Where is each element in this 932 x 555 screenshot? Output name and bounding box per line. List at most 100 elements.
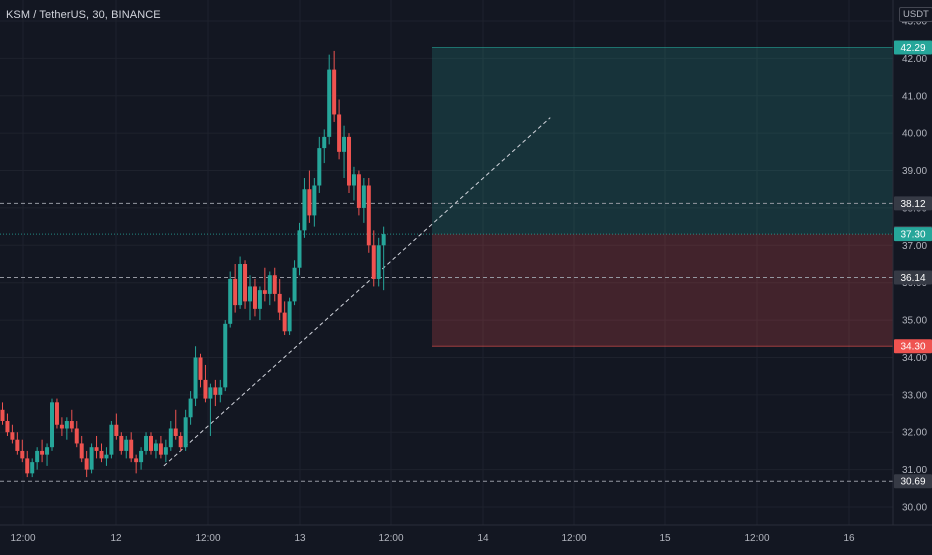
candle-body [302, 189, 307, 231]
candle-bullish [144, 432, 149, 455]
time-tick-label: 12:00 [744, 533, 769, 544]
candle-bearish [94, 435, 99, 459]
candle-body [35, 450, 40, 463]
grid [0, 0, 893, 525]
time-axis-ticks: 12:00 12 12:00 13 12:00 14 12:00 15 12:00 16 [10, 533, 855, 544]
price-label-text: 38.12 [900, 199, 925, 210]
profit-zone[interactable] [432, 47, 893, 235]
candle-bearish [59, 417, 64, 436]
candle-body [94, 447, 99, 451]
candle-body [208, 387, 213, 399]
trend-line[interactable] [163, 117, 551, 467]
candle-bearish [178, 432, 183, 451]
candle-body [25, 458, 30, 474]
price-label-box [894, 339, 932, 354]
candle-body [287, 301, 292, 332]
candle-bearish [307, 170, 312, 223]
candle-body [337, 114, 342, 152]
candle-bullish [193, 346, 198, 407]
candle-bullish [35, 447, 40, 470]
price-tick-label: 35.00 [902, 316, 927, 327]
candle-body [218, 387, 223, 395]
price-label-box [894, 196, 932, 211]
candle-body [267, 275, 272, 294]
candle-bearish [114, 413, 119, 440]
symbol-title[interactable]: KSM / TetherUS, 30, BINANCE [6, 9, 161, 21]
candle-bearish [173, 409, 178, 440]
candle-body [332, 69, 337, 115]
candle-bullish [376, 237, 381, 287]
candle-bullish [327, 54, 332, 145]
candle-bearish [198, 353, 203, 388]
price-tick-label: 31.00 [902, 465, 927, 476]
candle-body [89, 447, 94, 470]
candle-bearish [10, 424, 15, 444]
price-axis-panel[interactable] [893, 0, 932, 525]
price-tick-label: 39.00 [902, 166, 927, 177]
candle-bullish [139, 447, 144, 470]
time-tick-label: 14 [477, 533, 489, 544]
candle-bullish [361, 178, 366, 223]
candle-body [104, 454, 109, 459]
candle-bullish [104, 447, 109, 466]
candle-bearish [5, 413, 10, 436]
candle-bullish [238, 256, 243, 309]
candle-body [5, 421, 10, 433]
price-tick-label: 42.00 [902, 54, 927, 65]
candle-body [15, 439, 20, 451]
candle-body [307, 189, 312, 216]
candle-body [79, 443, 84, 459]
candle-bullish [64, 417, 69, 440]
time-tick-label: 12:00 [195, 533, 220, 544]
candle-body [188, 398, 193, 418]
currency-badge[interactable]: USDT [899, 7, 932, 22]
candle-bullish [45, 443, 50, 466]
candle-bullish [109, 421, 114, 459]
price-label-text: 42.29 [900, 43, 925, 54]
candle-bearish [371, 230, 376, 287]
candle-body [40, 450, 45, 455]
candle-body [366, 185, 371, 246]
candle-body [203, 379, 208, 399]
candle-bullish [188, 391, 193, 425]
candle-bearish [272, 267, 277, 302]
loss-zone[interactable] [432, 234, 893, 347]
time-axis-panel[interactable] [0, 525, 932, 550]
candle-bearish [69, 409, 74, 433]
horizontal-levels[interactable] [0, 202, 893, 482]
candle-body [163, 447, 168, 455]
price-label-text: 34.30 [900, 342, 925, 353]
candles [0, 50, 386, 478]
candle-body [144, 435, 149, 451]
candle-body [322, 136, 327, 149]
candle-bearish [119, 432, 124, 455]
candle-bullish [228, 271, 233, 328]
candle-bearish [213, 379, 218, 407]
candle-body [282, 312, 287, 332]
candle-body [317, 148, 322, 186]
candle-body [54, 402, 59, 425]
candle-body [243, 264, 248, 302]
candle-body [119, 435, 124, 451]
candle-bearish [347, 133, 351, 193]
trendline[interactable] [163, 117, 551, 467]
candle-bullish [302, 178, 307, 238]
candle-bullish [287, 297, 292, 336]
candle-body [347, 136, 351, 186]
candle-bearish [233, 264, 238, 313]
position-zones[interactable] [0, 47, 893, 347]
price-label-text: 30.69 [900, 477, 925, 488]
candle-body [0, 409, 5, 422]
price-label-text: 36.14 [900, 273, 925, 284]
candle-body [129, 439, 134, 459]
candle-bullish [89, 443, 94, 474]
time-tick-label: 12:00 [561, 533, 586, 544]
price-tick-label: 43.00 [902, 17, 927, 28]
price-tick-label: 30.00 [902, 503, 927, 514]
time-tick-label: 15 [659, 533, 671, 544]
candle-body [134, 458, 139, 463]
